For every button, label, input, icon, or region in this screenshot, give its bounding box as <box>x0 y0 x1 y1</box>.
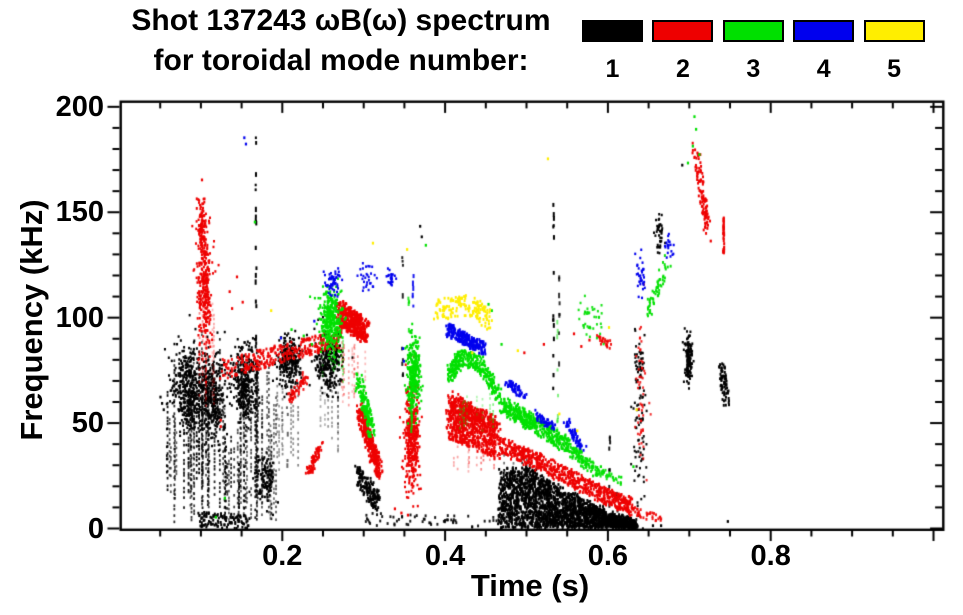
x-axis-title: Time (s) <box>470 568 590 603</box>
legend-swatch-1 <box>582 20 643 42</box>
x-tick-label: 0.2 <box>262 540 303 572</box>
y-axis-title: Frequency (kHz) <box>14 199 49 441</box>
legend-label-1: 1 <box>605 55 620 83</box>
legend-label-3: 3 <box>746 55 761 83</box>
chart-title-line2: for toroidal mode number: <box>153 44 529 77</box>
y-tick-label: 200 <box>55 90 104 123</box>
legend-label-2: 2 <box>675 55 690 83</box>
x-tick-label: 0.6 <box>587 540 629 572</box>
y-tick-label: 0 <box>87 512 104 545</box>
legend-label-5: 5 <box>887 55 902 83</box>
y-tick-label: 50 <box>71 407 104 440</box>
chart-title-line1: Shot 137243 ωB(ω) spectrum <box>131 4 551 37</box>
legend-swatch-5 <box>863 20 925 42</box>
x-tick-label: 0.8 <box>750 540 791 572</box>
legend-swatch-4 <box>793 20 855 42</box>
legend-swatch-3 <box>722 20 784 42</box>
x-tick-label: 0.4 <box>424 540 466 572</box>
y-tick-label: 100 <box>55 301 104 334</box>
legend-swatch-2 <box>652 20 714 42</box>
y-tick-label: 150 <box>55 196 104 229</box>
legend-label-4: 4 <box>816 55 831 83</box>
